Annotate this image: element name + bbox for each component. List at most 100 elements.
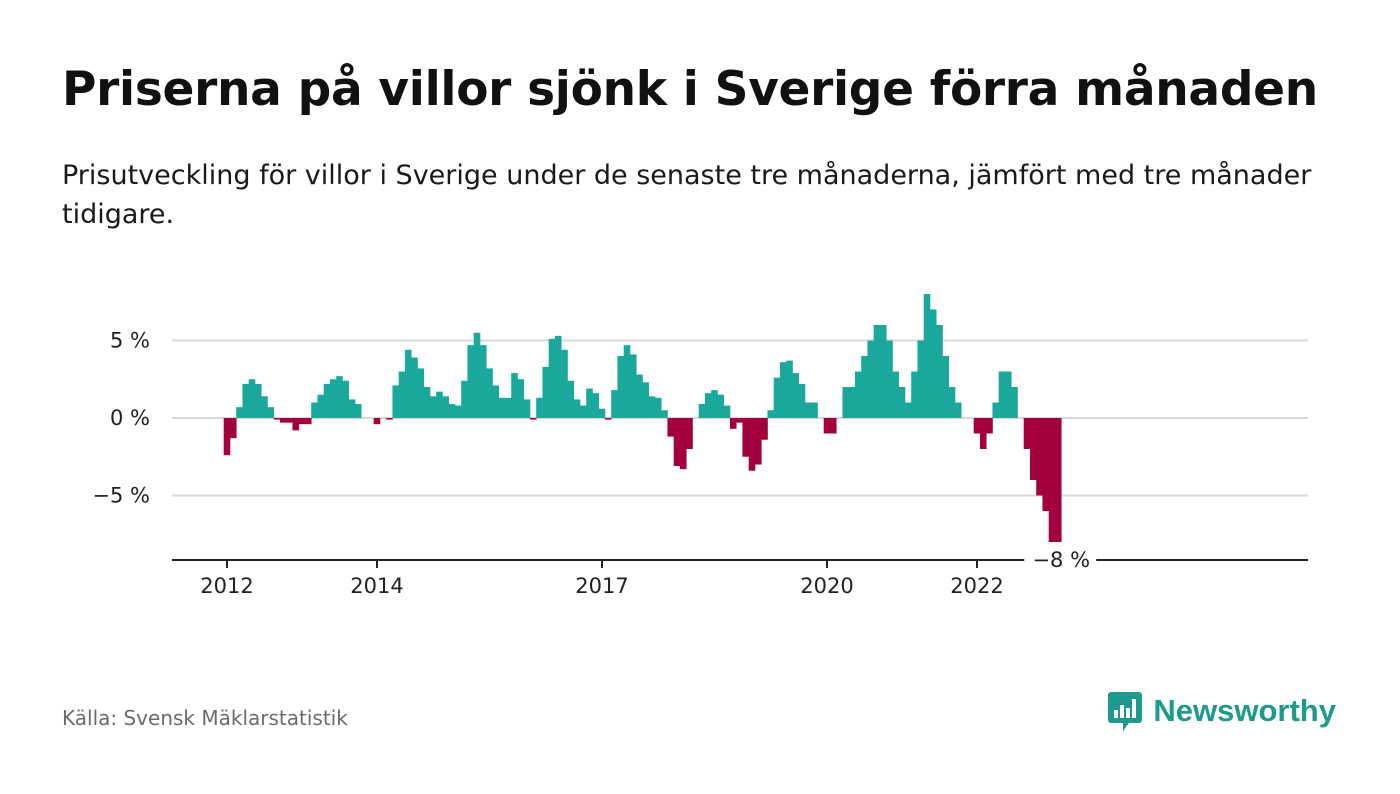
bar	[873, 325, 881, 418]
bar	[311, 402, 318, 418]
bar	[979, 418, 987, 449]
bar	[1011, 387, 1018, 418]
bar	[236, 407, 243, 418]
bar	[879, 325, 887, 418]
bar	[554, 335, 562, 418]
bar	[729, 418, 737, 429]
bar	[223, 418, 231, 456]
bar	[373, 418, 381, 425]
bar	[1004, 371, 1012, 418]
bar	[723, 405, 731, 418]
bar	[523, 399, 531, 418]
bar	[273, 418, 281, 420]
bar	[536, 397, 543, 418]
bar-chart-speech-bubble-icon	[1108, 692, 1143, 731]
bar	[492, 385, 500, 418]
bar	[504, 397, 512, 418]
bar	[936, 325, 943, 418]
x-tick-label: 2012	[200, 574, 253, 598]
bar	[842, 387, 850, 418]
chart-title: Priserna på villor sjönk i Sverige förra…	[62, 62, 1318, 117]
bar	[467, 345, 475, 418]
last-value-label: −8 %	[1032, 548, 1090, 572]
bar	[254, 383, 262, 418]
bar	[617, 356, 625, 418]
bar	[261, 396, 268, 418]
source-note: Källa: Svensk Mäklarstatistik	[62, 706, 348, 730]
bar	[829, 418, 837, 434]
bar	[786, 360, 793, 418]
bar	[561, 349, 568, 418]
bar	[248, 379, 256, 418]
bar	[604, 418, 612, 420]
bar	[686, 418, 693, 449]
bar	[486, 368, 493, 418]
bar	[867, 340, 875, 418]
bar	[461, 380, 468, 418]
brand-name: Newsworthy	[1153, 693, 1336, 728]
bar	[811, 402, 818, 418]
bar	[761, 418, 768, 440]
bar	[429, 396, 437, 418]
x-tick-label: 2017	[575, 574, 628, 598]
bar	[673, 418, 681, 467]
bar	[661, 410, 668, 418]
bar	[923, 294, 931, 418]
bar	[473, 332, 481, 418]
bar	[792, 373, 800, 418]
brand-logo: Newsworthy	[1107, 690, 1336, 732]
bar	[767, 410, 775, 418]
bar	[323, 383, 331, 418]
bar	[329, 379, 337, 418]
bars	[223, 294, 1062, 542]
bar	[992, 402, 1000, 418]
bar	[861, 356, 868, 418]
bar	[854, 371, 862, 418]
bar	[929, 309, 937, 418]
bar	[642, 382, 650, 418]
bar	[898, 387, 906, 418]
x-tick-label: 2020	[800, 574, 853, 598]
bar	[942, 356, 950, 418]
bar	[586, 388, 593, 418]
bar	[698, 404, 706, 418]
bar	[267, 407, 275, 418]
bar	[442, 396, 450, 418]
bar-chart: 5 % 0 % −5 % 2012 2014 2017 2020 2022 −8 %	[92, 294, 1308, 598]
bar	[479, 345, 487, 418]
bar	[629, 354, 637, 418]
bar	[679, 418, 687, 470]
bar	[892, 371, 900, 418]
bar	[398, 371, 406, 418]
bar	[598, 408, 606, 418]
bar	[742, 418, 750, 457]
bar	[911, 371, 918, 418]
bar	[448, 404, 456, 418]
chart-subtitle: Prisutveckling för villor i Sverige unde…	[62, 160, 1312, 230]
bar	[348, 399, 356, 418]
bar	[704, 393, 712, 418]
bar	[998, 371, 1006, 418]
bar	[1036, 418, 1043, 496]
bar	[242, 383, 250, 418]
bar	[1029, 418, 1037, 480]
bar	[511, 373, 518, 418]
bar	[292, 418, 300, 431]
bar	[542, 366, 550, 418]
axes: 5 % 0 % −5 % 2012 2014 2017 2020 2022 −8 %	[92, 329, 1308, 598]
y-tick-label: 5 %	[110, 329, 150, 353]
bar	[779, 362, 787, 418]
bar	[279, 418, 287, 423]
bar	[917, 340, 925, 418]
bar	[423, 387, 431, 418]
bar	[773, 377, 781, 418]
bar	[579, 405, 587, 418]
bar	[573, 399, 581, 418]
bar	[1054, 418, 1062, 542]
x-tick-label: 2022	[950, 574, 1003, 598]
bar	[748, 418, 756, 471]
bar	[304, 418, 312, 425]
x-tick-label: 2014	[350, 574, 403, 598]
bar	[848, 387, 856, 418]
bar	[517, 379, 525, 418]
